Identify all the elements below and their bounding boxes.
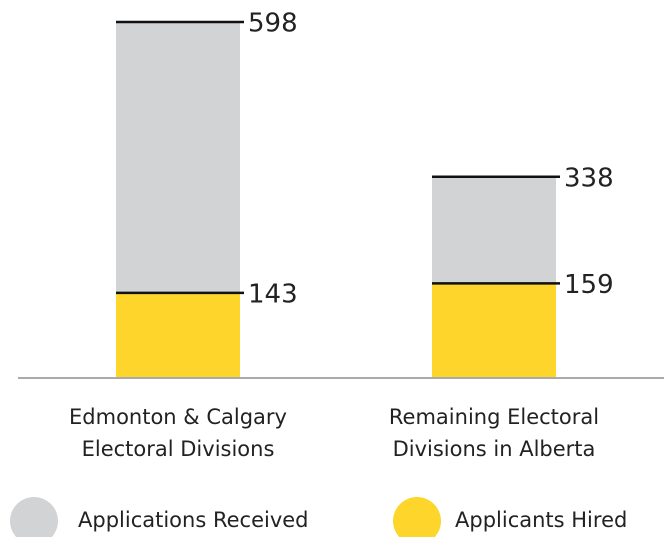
legend-label: Applications Received xyxy=(78,508,309,532)
value-label: 598 xyxy=(248,9,298,39)
bar xyxy=(116,292,240,378)
bar xyxy=(432,283,556,378)
x-tick-label: Edmonton & Calgary xyxy=(69,405,287,429)
value-label: 159 xyxy=(564,270,614,300)
legend-swatch xyxy=(10,497,58,537)
legend-swatch xyxy=(393,497,441,537)
x-tick-label: Divisions in Alberta xyxy=(393,437,596,461)
value-label: 143 xyxy=(248,279,298,309)
x-tick-label: Remaining Electoral xyxy=(389,405,599,429)
value-label: 338 xyxy=(564,163,614,193)
legend-label: Applicants Hired xyxy=(455,508,627,532)
x-tick-label: Electoral Divisions xyxy=(82,437,275,461)
